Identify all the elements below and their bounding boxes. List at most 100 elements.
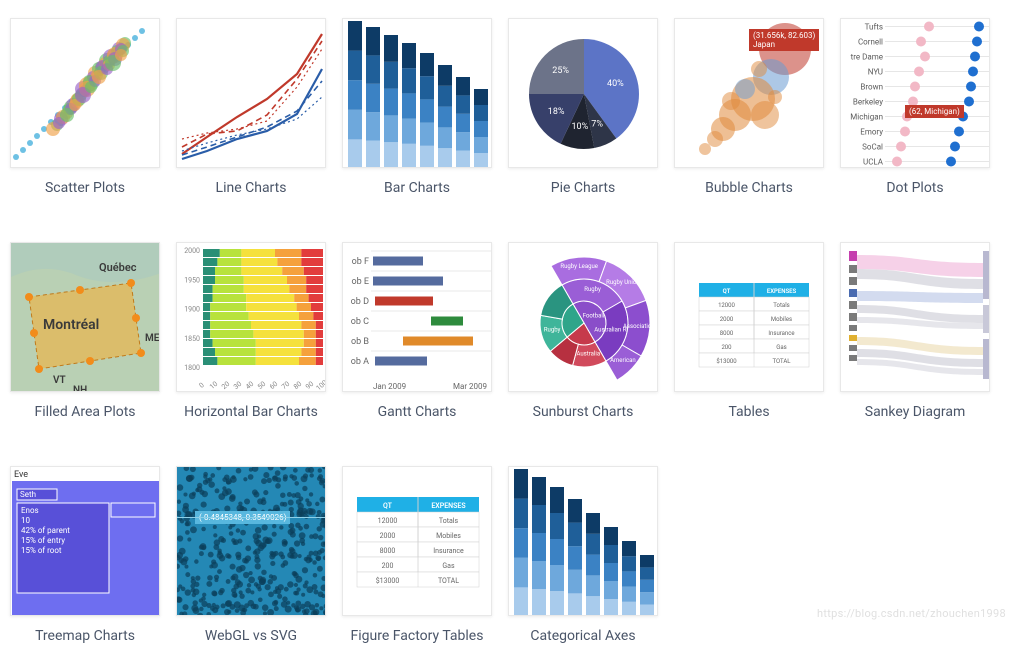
chart-card-area[interactable]: QuébecMontréalMEVTNHFilled Area Plots bbox=[10, 242, 160, 420]
svg-text:2000: 2000 bbox=[720, 316, 734, 323]
chart-label: Bubble Charts bbox=[674, 180, 824, 196]
chart-thumbnail-gantt[interactable]: ob Fob Eob Dob Cob Bob AJan 2009Mar 2009 bbox=[342, 242, 492, 392]
svg-text:Seth: Seth bbox=[20, 490, 36, 499]
svg-text:Insurance: Insurance bbox=[768, 330, 794, 337]
svg-text:1850: 1850 bbox=[184, 335, 200, 343]
chart-label: Sunburst Charts bbox=[508, 404, 658, 420]
svg-text:7%: 7% bbox=[591, 120, 603, 130]
svg-text:200: 200 bbox=[721, 344, 732, 351]
chart-thumbnail-scatter[interactable] bbox=[10, 18, 160, 168]
svg-text:Australia: Australia bbox=[576, 351, 600, 358]
svg-text:12000: 12000 bbox=[718, 302, 735, 309]
chart-card-pie[interactable]: 40%7%10%18%25%Pie Charts bbox=[508, 18, 658, 196]
watermark: https://blog.csdn.net/zhouchen1998 bbox=[817, 607, 1006, 620]
chart-thumbnail-sunburst[interactable]: FootballRugbyAustralian RulesAustraliaRu… bbox=[508, 242, 658, 392]
svg-text:ob E: ob E bbox=[351, 277, 369, 287]
svg-text:10: 10 bbox=[21, 516, 30, 525]
svg-text:Mobiles: Mobiles bbox=[436, 532, 461, 540]
chart-card-cataxes[interactable]: Categorical Axes bbox=[508, 466, 658, 644]
chart-card-webgl[interactable]: (-0.4845348, 0.3549026) WebGL vs SVG bbox=[176, 466, 326, 644]
svg-text:8000: 8000 bbox=[720, 330, 734, 337]
svg-text:$13000: $13000 bbox=[716, 358, 737, 365]
chart-label: Categorical Axes bbox=[508, 628, 658, 644]
svg-text:Rugby League: Rugby League bbox=[560, 263, 598, 270]
svg-text:NYU: NYU bbox=[868, 68, 883, 77]
svg-text:EXPENSES: EXPENSES bbox=[431, 502, 466, 510]
chart-label: Line Charts bbox=[176, 180, 326, 196]
svg-text:12000: 12000 bbox=[378, 517, 398, 525]
svg-text:VT: VT bbox=[53, 375, 66, 386]
svg-text:25%: 25% bbox=[552, 66, 569, 76]
chart-card-sunburst[interactable]: FootballRugbyAustralian RulesAustraliaRu… bbox=[508, 242, 658, 420]
chart-card-scatter[interactable]: Scatter Plots bbox=[10, 18, 160, 196]
chart-label: Tables bbox=[674, 404, 824, 420]
chart-card-hbar[interactable]: 2000195019001850180001020304050607080901… bbox=[176, 242, 326, 420]
chart-thumbnail-line[interactable] bbox=[176, 18, 326, 168]
chart-card-gantt[interactable]: ob Fob Eob Dob Cob Bob AJan 2009Mar 2009… bbox=[342, 242, 492, 420]
svg-text:Montréal: Montréal bbox=[43, 317, 99, 333]
chart-thumbnail-pie[interactable]: 40%7%10%18%25% bbox=[508, 18, 658, 168]
chart-card-dot[interactable]: TuftsCornelltre DameNYUBrownBerkeleyMich… bbox=[840, 18, 990, 196]
svg-text:ob A: ob A bbox=[351, 357, 369, 367]
svg-text:40%: 40% bbox=[607, 79, 624, 89]
svg-text:8000: 8000 bbox=[380, 547, 396, 555]
svg-text:2000: 2000 bbox=[184, 247, 200, 255]
tooltip: (31.656k, 82.603)Japan bbox=[749, 29, 819, 51]
svg-text:Mar 2009: Mar 2009 bbox=[453, 382, 487, 391]
svg-text:Jan 2009: Jan 2009 bbox=[373, 382, 406, 391]
svg-text:Berkeley: Berkeley bbox=[853, 98, 883, 107]
chart-thumbnail-bubble[interactable]: (31.656k, 82.603)Japan bbox=[674, 18, 824, 168]
svg-text:Gas: Gas bbox=[776, 344, 786, 351]
chart-label: Gantt Charts bbox=[342, 404, 492, 420]
svg-text:15% of entry: 15% of entry bbox=[21, 536, 65, 545]
svg-text:18%: 18% bbox=[548, 107, 565, 117]
svg-text:Totals: Totals bbox=[773, 302, 790, 309]
svg-text:Québec: Québec bbox=[99, 261, 137, 274]
svg-text:EXPENSES: EXPENSES bbox=[767, 288, 797, 295]
svg-text:Brown: Brown bbox=[860, 83, 883, 92]
svg-text:ob C: ob C bbox=[351, 317, 369, 327]
chart-label: WebGL vs SVG bbox=[176, 628, 326, 644]
chart-thumbnail-sankey[interactable] bbox=[840, 242, 990, 392]
chart-thumbnail-hbar[interactable]: 2000195019001850180001020304050607080901… bbox=[176, 242, 326, 392]
svg-text:TOTAL: TOTAL bbox=[772, 358, 791, 365]
chart-label: Bar Charts bbox=[342, 180, 492, 196]
chart-thumbnail-fftable[interactable]: QTEXPENSES12000Totals2000Mobiles8000Insu… bbox=[342, 466, 492, 616]
svg-text:ob D: ob D bbox=[351, 297, 369, 307]
chart-thumbnail-treemap[interactable]: EveSethEnos1042% of parent15% of entry15… bbox=[10, 466, 160, 616]
chart-thumbnail-tables[interactable]: QTEXPENSES12000Totals2000Mobiles8000Insu… bbox=[674, 242, 824, 392]
chart-label: Treemap Charts bbox=[10, 628, 160, 644]
svg-text:Rugby: Rugby bbox=[544, 327, 561, 334]
chart-thumbnail-bar[interactable] bbox=[342, 18, 492, 168]
chart-card-fftable[interactable]: QTEXPENSES12000Totals2000Mobiles8000Insu… bbox=[342, 466, 492, 644]
svg-text:ob B: ob B bbox=[351, 337, 369, 347]
svg-text:QT: QT bbox=[383, 502, 393, 510]
chart-label: Pie Charts bbox=[508, 180, 658, 196]
chart-label: Scatter Plots bbox=[10, 180, 160, 196]
svg-text:ME: ME bbox=[145, 333, 160, 344]
svg-text:Eve: Eve bbox=[14, 470, 28, 480]
svg-text:Emory: Emory bbox=[860, 128, 883, 137]
svg-text:tre Dame: tre Dame bbox=[851, 53, 883, 62]
chart-label: Dot Plots bbox=[840, 180, 990, 196]
svg-text:$13000: $13000 bbox=[376, 577, 400, 585]
chart-card-sankey[interactable]: Sankey Diagram bbox=[840, 242, 990, 420]
svg-text:1950: 1950 bbox=[184, 276, 200, 284]
svg-text:Gas: Gas bbox=[442, 562, 455, 570]
svg-text:Association: Association bbox=[623, 323, 655, 330]
svg-text:Enos: Enos bbox=[21, 506, 39, 515]
chart-card-tables[interactable]: QTEXPENSES12000Totals2000Mobiles8000Insu… bbox=[674, 242, 824, 420]
chart-thumbnail-cataxes[interactable] bbox=[508, 466, 658, 616]
chart-card-bubble[interactable]: (31.656k, 82.603)Japan Bubble Charts bbox=[674, 18, 824, 196]
chart-card-bar[interactable]: Bar Charts bbox=[342, 18, 492, 196]
svg-text:1800: 1800 bbox=[184, 364, 200, 372]
chart-thumbnail-dot[interactable]: TuftsCornelltre DameNYUBrownBerkeleyMich… bbox=[840, 18, 990, 168]
svg-text:Insurance: Insurance bbox=[433, 547, 464, 555]
svg-text:NH: NH bbox=[73, 385, 87, 392]
svg-text:SoCal: SoCal bbox=[862, 143, 883, 152]
chart-card-line[interactable]: Line Charts bbox=[176, 18, 326, 196]
chart-thumbnail-webgl[interactable]: (-0.4845348, 0.3549026) bbox=[176, 466, 326, 616]
chart-thumbnail-area[interactable]: Québec Montréal ME VT NH bbox=[10, 242, 160, 392]
chart-card-treemap[interactable]: EveSethEnos1042% of parent15% of entry15… bbox=[10, 466, 160, 644]
svg-text:1900: 1900 bbox=[184, 306, 200, 314]
